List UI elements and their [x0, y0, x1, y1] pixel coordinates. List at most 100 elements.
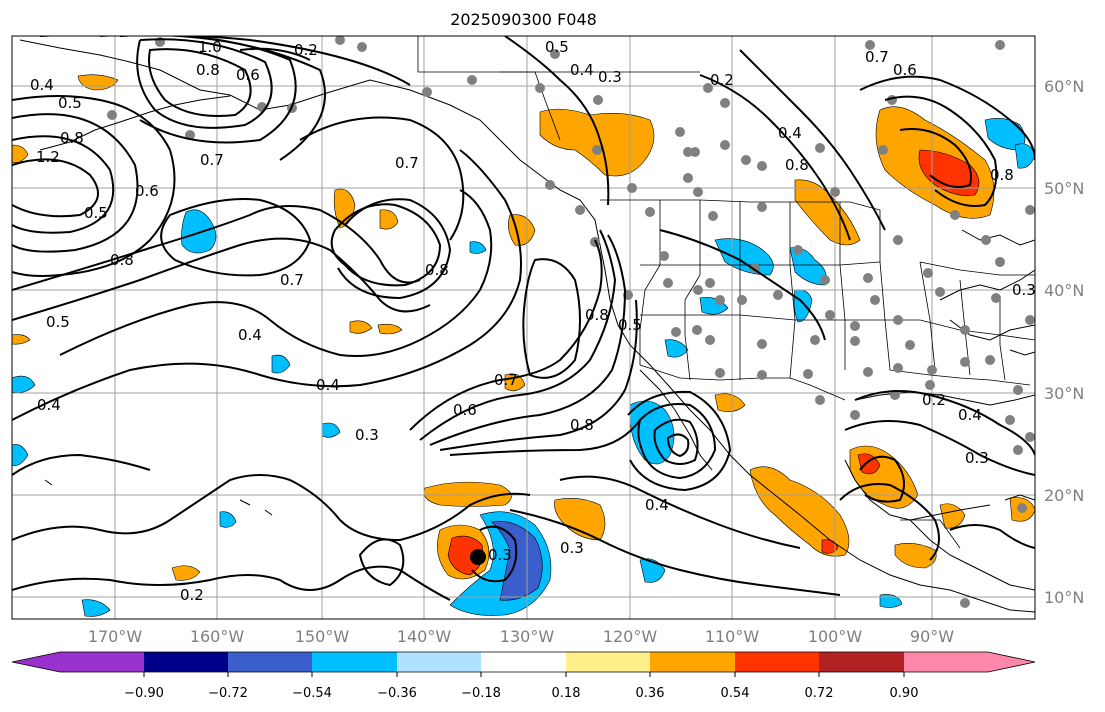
- colorbar-tick-label: −0.90: [124, 686, 164, 701]
- station-marker: [708, 211, 718, 221]
- station-marker: [1025, 315, 1035, 325]
- contour-label: 0.3: [598, 68, 622, 86]
- contour-label: 0.6: [135, 182, 159, 200]
- contour-label: 0.8: [60, 129, 84, 147]
- map-panel: 0.4 0.5 0.8 1.0 0.8 0.6 0.2 0.5 0.4 0.3 …: [12, 36, 1035, 619]
- lat-tick-label: 10°N: [1044, 588, 1084, 607]
- shade-blue: [879, 594, 903, 608]
- colorbar-cell: [12, 652, 60, 672]
- station-marker: [185, 130, 195, 140]
- contour-label: 0.3: [488, 546, 512, 564]
- contour-label: 0.4: [645, 496, 669, 514]
- shade-blue: [469, 241, 487, 254]
- contour-label: 0.3: [355, 426, 379, 444]
- contour-label: 0.2: [180, 586, 204, 604]
- contour-label: 0.4: [778, 124, 802, 142]
- station-marker: [741, 155, 751, 165]
- colorbar-tick-label: 0.72: [805, 686, 834, 701]
- lon-tick-label: 140°W: [397, 627, 452, 646]
- lon-tick-label: 170°W: [88, 627, 143, 646]
- station-marker: [757, 339, 767, 349]
- contour-label: 1.0: [198, 38, 222, 56]
- contour-label: 0.3: [560, 539, 584, 557]
- lat-tick-label: 40°N: [1044, 281, 1084, 300]
- colorbar-cell: [397, 652, 481, 672]
- colorbar-tick-label: 0.54: [721, 686, 750, 701]
- station-marker: [645, 207, 655, 217]
- station-marker: [1013, 385, 1023, 395]
- station-marker: [850, 336, 860, 346]
- colorbar: −0.90 −0.72 −0.54 −0.36 −0.18 0.18 0.36 …: [11, 651, 1036, 701]
- station-marker: [467, 75, 477, 85]
- station-marker: [693, 187, 703, 197]
- shaded-fields: [12, 74, 1035, 617]
- contour-label: 0.5: [618, 316, 642, 334]
- contour-label: 0.7: [865, 48, 889, 66]
- contour-lines: [12, 36, 1035, 601]
- station-marker: [692, 325, 702, 335]
- contour-label: 0.2: [710, 71, 734, 89]
- colorbar-cell: [988, 652, 1035, 672]
- station-marker: [107, 110, 117, 120]
- shade-blue: [789, 247, 827, 286]
- contour-label: 0.8: [585, 306, 609, 324]
- contour-label: 0.7: [200, 151, 224, 169]
- station-marker: [693, 285, 703, 295]
- contour-label: 0.4: [30, 76, 54, 94]
- shade-orange: [379, 209, 399, 230]
- lat-tick-label: 60°N: [1044, 77, 1084, 96]
- shade-orange: [171, 565, 201, 581]
- lon-tick-label: 130°W: [500, 627, 555, 646]
- station-marker: [890, 390, 900, 400]
- station-marker: [550, 49, 560, 59]
- station-marker: [893, 315, 903, 325]
- station-marker: [995, 40, 1005, 50]
- station-marker: [773, 290, 783, 300]
- colorbar-cell: [904, 652, 988, 672]
- station-marker: [1005, 415, 1015, 425]
- lon-tick-label: 100°W: [808, 627, 863, 646]
- contour-label: 0.6: [236, 66, 260, 84]
- shade-blue: [793, 289, 813, 323]
- station-marker: [985, 355, 995, 365]
- station-marker: [810, 335, 820, 345]
- shade-red: [918, 149, 980, 196]
- colorbar-cell: [312, 652, 397, 672]
- station-marker: [850, 321, 860, 331]
- contour-label: 0.2: [294, 41, 318, 59]
- station-marker: [671, 327, 681, 337]
- shade-blue: [984, 118, 1026, 151]
- map-frame: [11, 35, 1036, 620]
- station-marker: [981, 235, 991, 245]
- contour-label: 0.8: [990, 166, 1014, 184]
- colorbar-cell: [566, 652, 650, 672]
- station-marker: [1025, 205, 1035, 215]
- contour-label: 0.7: [395, 154, 419, 172]
- station-marker: [715, 368, 725, 378]
- lon-tick-label: 120°W: [603, 627, 658, 646]
- station-marker: [950, 210, 960, 220]
- station-marker: [690, 147, 700, 157]
- contour-label: 0.5: [545, 38, 569, 56]
- lon-tick-label: 90°W: [910, 627, 954, 646]
- shade-orange: [349, 320, 373, 334]
- station-marker: [720, 140, 730, 150]
- station-markers: [107, 36, 1035, 608]
- station-marker: [535, 83, 545, 93]
- storm-center: [470, 549, 486, 565]
- station-marker: [803, 369, 813, 379]
- station-marker: [705, 278, 715, 288]
- colorbar-tick-label: −0.54: [292, 686, 332, 701]
- colorbar-cell: [60, 652, 144, 672]
- contour-label: 0.4: [958, 406, 982, 424]
- contour-label: 0.7: [280, 271, 304, 289]
- colorbar-cell: [228, 652, 312, 672]
- colorbar-outline: [11, 651, 1036, 673]
- station-marker: [960, 325, 970, 335]
- station-marker: [357, 42, 367, 52]
- station-marker: [878, 145, 888, 155]
- shade-orange: [12, 334, 31, 345]
- colorbar-cell: [481, 652, 566, 672]
- shade-blue: [321, 422, 341, 438]
- station-marker: [863, 367, 873, 377]
